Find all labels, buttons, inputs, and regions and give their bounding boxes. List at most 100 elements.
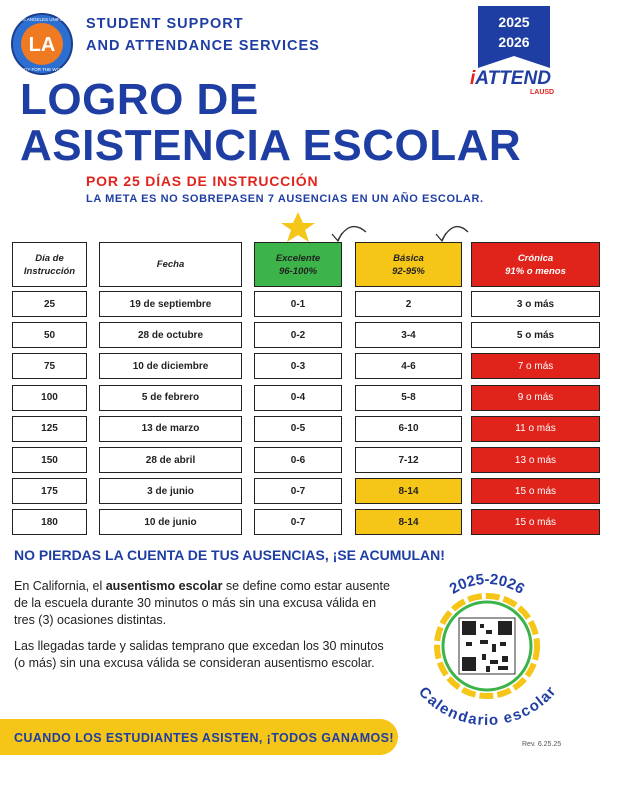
attend-logo: iATTEND: [470, 68, 551, 90]
cell-text: 13 o más: [514, 454, 557, 466]
table-cell: 0-1: [254, 291, 342, 317]
cell-text: 5-8: [401, 392, 416, 404]
header-text: 91% o menos: [505, 265, 566, 277]
table-cell: 13 de marzo: [99, 415, 242, 442]
cell-text: 7-12: [398, 454, 419, 466]
logo-text: ATTEND: [475, 68, 551, 89]
header-text: Instrucción: [23, 265, 76, 277]
cell-text: 11 o más: [515, 423, 556, 435]
table-cell: 0-4: [254, 384, 342, 411]
table-cell: 3-4: [355, 322, 462, 349]
table-cell: 0-2: [254, 322, 342, 349]
seal-bottom: READY FOR THE WORLD: [15, 67, 70, 72]
title-line: ASISTENCIA ESCOLAR: [20, 121, 522, 170]
cell-text: 28 de abril: [145, 454, 196, 466]
table-cell: 2: [355, 291, 462, 317]
table-cell: 10 de junio: [99, 509, 242, 536]
bold-text: ausentismo escolar: [105, 579, 223, 593]
cell-text: 0-3: [290, 360, 306, 372]
cell-text: 0-6: [290, 454, 306, 466]
table-cell: 0-7: [254, 478, 342, 505]
title-line: LOGRO DE: [20, 75, 259, 124]
cell-text: 10 de junio: [144, 516, 197, 528]
header-text: 92-95%: [392, 265, 425, 277]
cell-text: 175: [41, 485, 58, 497]
logo-sub: LAUSD: [530, 89, 555, 96]
table-cell: 125: [12, 415, 87, 442]
cell-text: 2: [405, 298, 412, 310]
cell-text: 19 de septiembre: [129, 298, 212, 310]
table-cell: 7-12: [355, 447, 462, 473]
header-text: Fecha: [156, 259, 185, 270]
subtitle: POR 25 DÍAS DE INSTRUCCIÓN: [86, 173, 319, 189]
header-text: Día de: [35, 252, 64, 264]
table-cell: 175: [12, 478, 87, 505]
table-cell: 25: [12, 291, 87, 317]
table-cell: 3 o más: [471, 291, 600, 317]
table-cell: 15 o más: [471, 478, 600, 505]
cell-text: 50: [43, 329, 56, 341]
paragraph: Las llegadas tarde y salidas temprano qu…: [14, 639, 384, 670]
header-cell: Día de Instrucción: [12, 242, 87, 287]
table-cell: 10 de diciembre: [99, 353, 242, 380]
table-cell: 50: [12, 322, 87, 349]
header-cell: Básica 92-95%: [355, 242, 462, 287]
table-cell: 15 o más: [471, 509, 600, 536]
header-text: 96-100%: [278, 265, 318, 277]
cell-text: 28 de octubre: [137, 329, 204, 341]
table-cell: 5 o más: [471, 322, 600, 349]
table-cell: 5 de febrero: [99, 384, 242, 411]
header-cell: Excelente 96-100%: [254, 242, 342, 287]
table-cell: 13 o más: [471, 447, 600, 473]
table-cell: 0-5: [254, 415, 342, 442]
paragraph: En California, el ausentismo escolar se …: [14, 578, 394, 629]
table-cell: 75: [12, 353, 87, 380]
cell-text: 0-7: [290, 516, 306, 528]
year-bottom: 2026: [498, 34, 530, 50]
cell-text: 125: [41, 423, 58, 435]
cell-text: 10 de diciembre: [132, 360, 209, 372]
goal: LA META ES NO SOBREPASEN 7 AUSENCIAS EN …: [86, 193, 484, 205]
logo-mark: i: [470, 68, 476, 89]
calendar-badge: 2025-2026 Calendario escolar: [415, 571, 559, 726]
cell-text: 100: [41, 392, 58, 404]
table-cell: 0-6: [254, 447, 342, 473]
cell-text: 25: [43, 298, 56, 310]
cell-text: 0-4: [290, 392, 306, 404]
header-cell: Crónica 91% o menos: [471, 242, 600, 287]
header-cell: Fecha: [99, 242, 242, 287]
header-text: Crónica: [517, 252, 554, 264]
cell-text: 8-14: [398, 485, 419, 497]
cell-text: 5 de febrero: [141, 392, 200, 404]
cell-text: 7 o más: [517, 360, 554, 372]
table-cell: 0-7: [254, 509, 342, 536]
table-cell: 28 de abril: [99, 447, 242, 473]
year-top: 2025: [498, 14, 530, 30]
warning: NO PIERDAS LA CUENTA DE TUS AUSENCIAS, ¡…: [14, 547, 445, 563]
table-cell: 19 de septiembre: [99, 291, 242, 317]
revision: Rev. 6.25.25: [522, 741, 562, 748]
cell-text: 9 o más: [517, 392, 554, 404]
cell-text: 13 de marzo: [141, 423, 200, 435]
header-text: Excelente: [275, 252, 321, 264]
cell-text: 8-14: [398, 516, 419, 528]
table-decor: [281, 212, 469, 243]
cell-text: 15 o más: [514, 485, 557, 497]
cell-text: 0-2: [290, 329, 306, 341]
header-text: Básica: [393, 252, 424, 264]
table-cell: 7 o más: [471, 353, 600, 380]
footer-banner: [0, 719, 398, 755]
table-cell: 6-10: [355, 415, 462, 442]
cell-text: 0-7: [290, 485, 306, 497]
year-ribbon: [478, 6, 550, 68]
cell-text: 0-5: [290, 423, 306, 435]
org-line: AND ATTENDANCE SERVICES: [86, 38, 320, 54]
cell-text: 180: [41, 516, 58, 528]
cell-text: 0-1: [290, 298, 306, 310]
cell-text: 3 de junio: [147, 485, 194, 497]
table-cell: 3 de junio: [99, 478, 242, 505]
table-cell: 9 o más: [471, 384, 600, 411]
org-line: STUDENT SUPPORT: [86, 16, 244, 32]
cell-text: 3 o más: [516, 298, 555, 310]
cell-text: 15 o más: [514, 516, 557, 528]
